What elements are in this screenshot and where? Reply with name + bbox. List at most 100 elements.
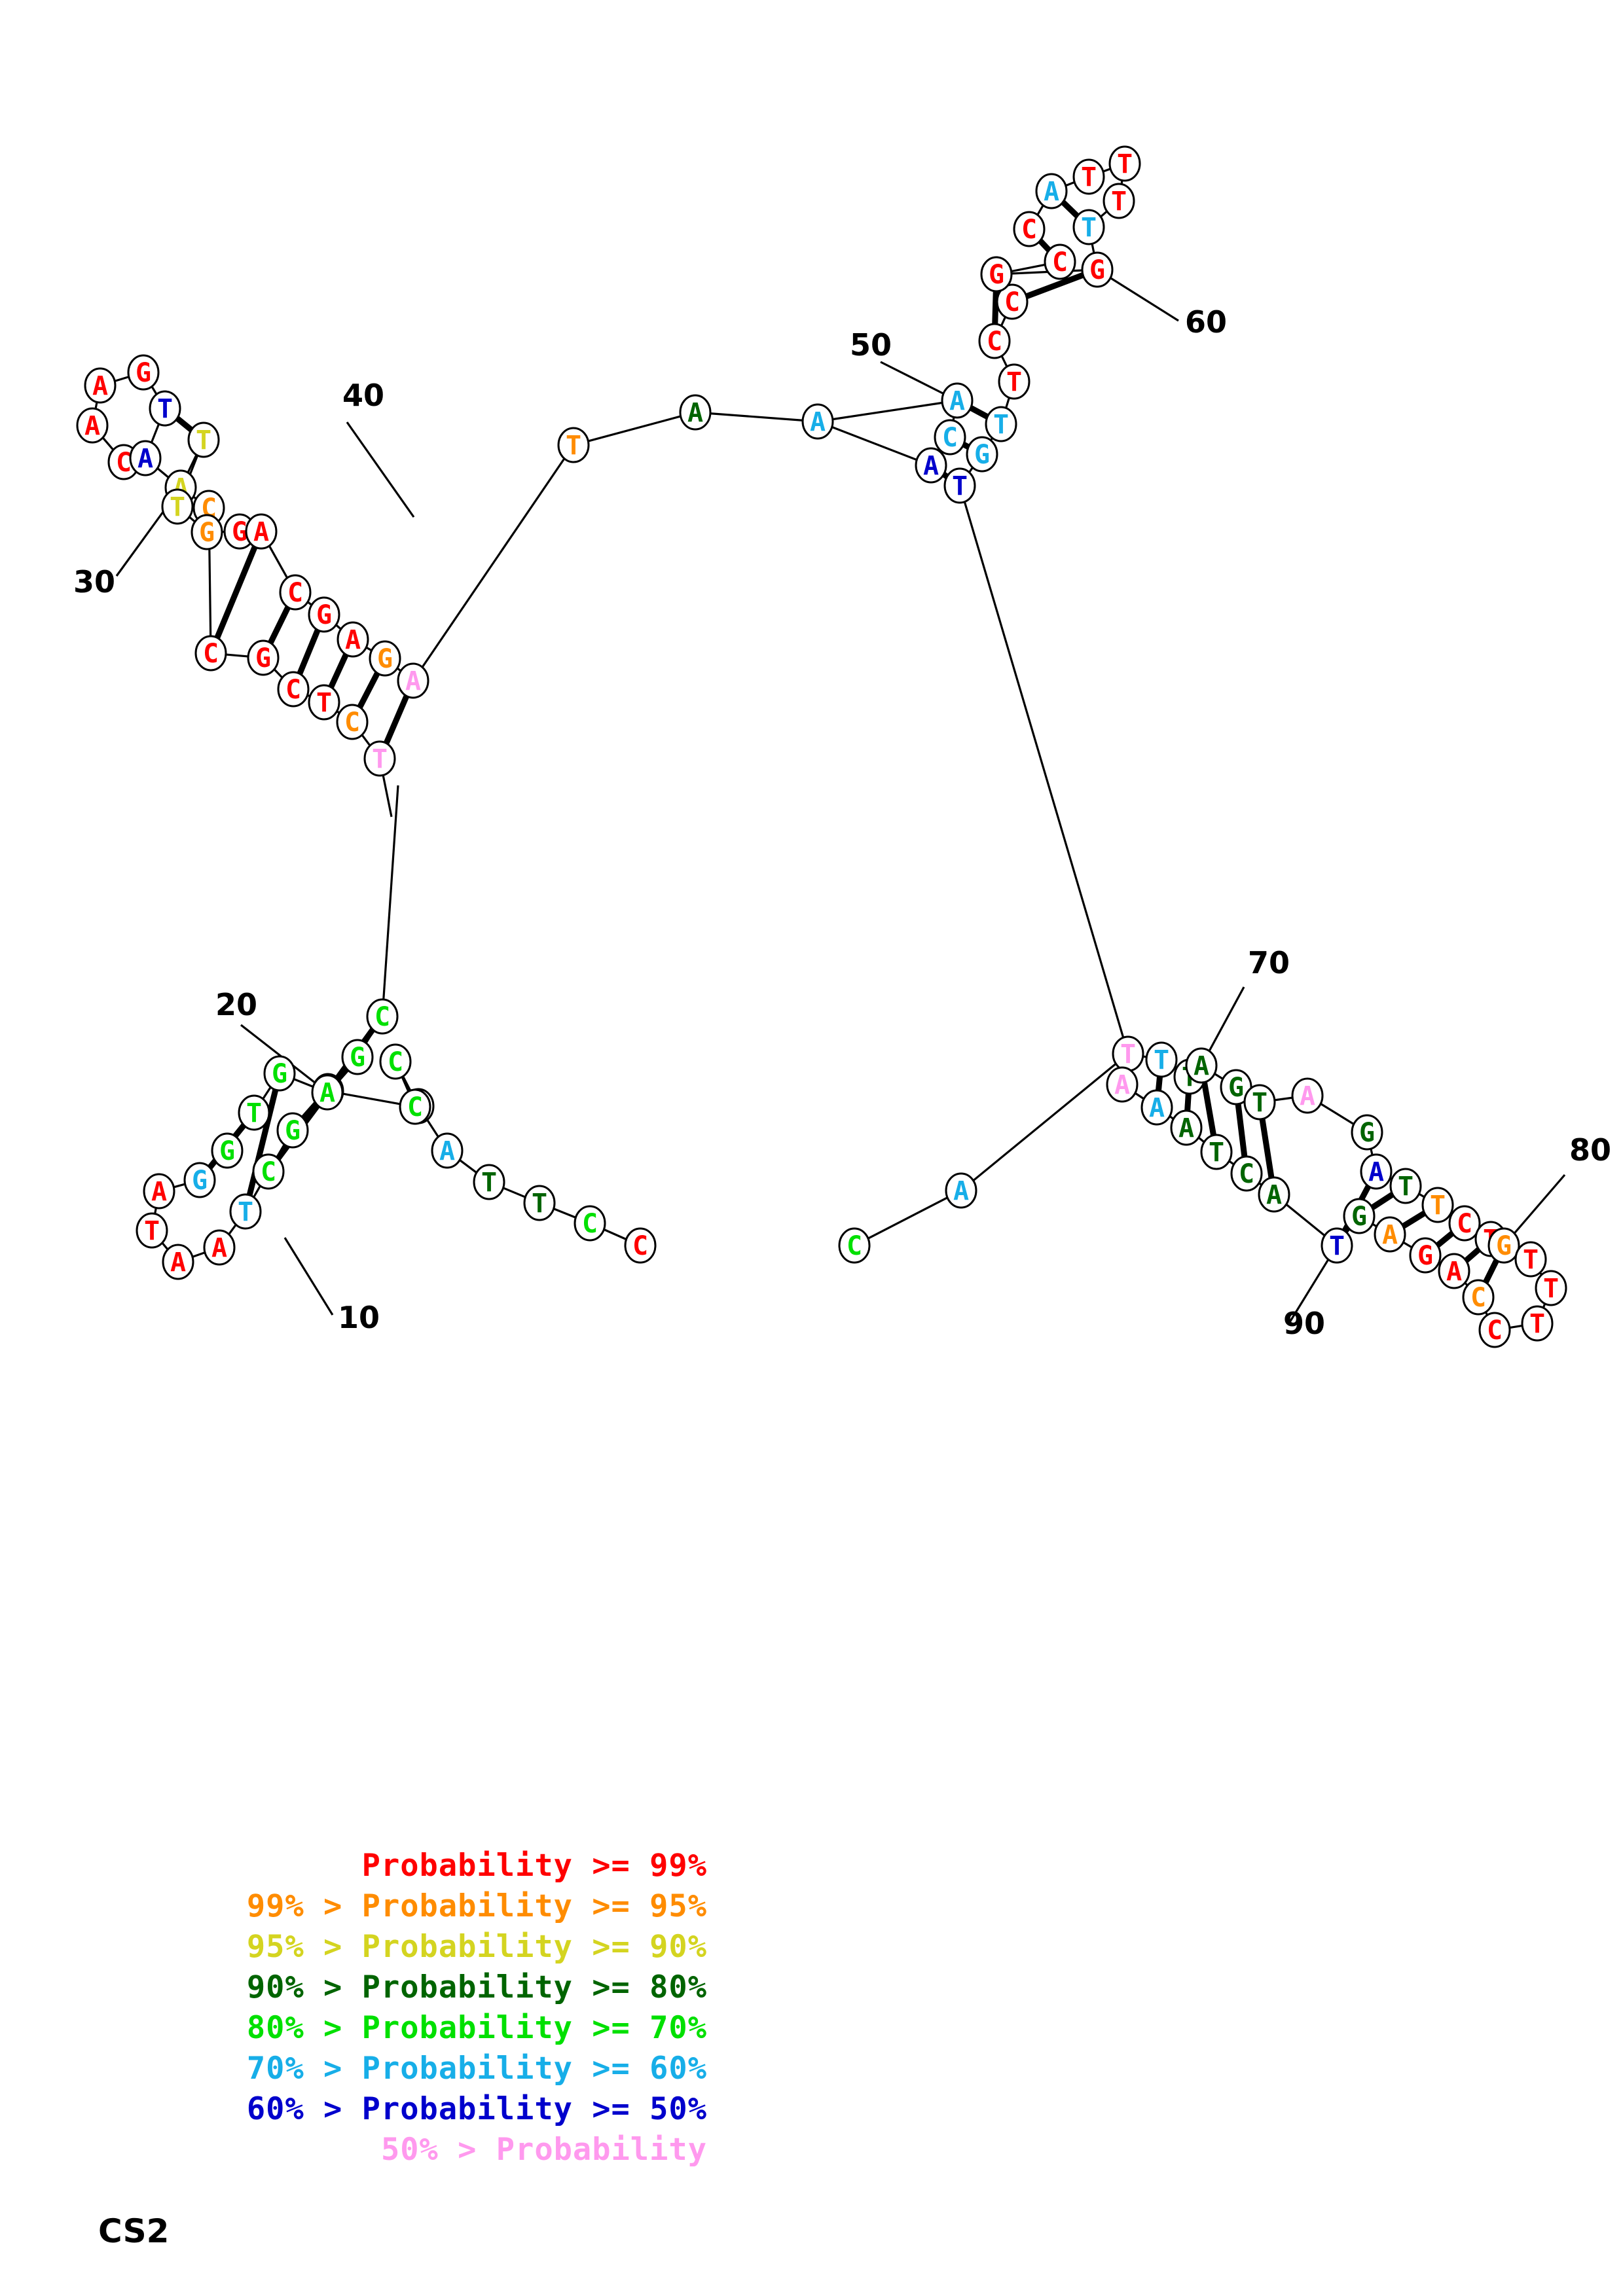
nucleotide-57[interactable]: T xyxy=(998,363,1030,400)
nucleotide-28[interactable]: T xyxy=(149,390,181,427)
nucleotide-45[interactable]: A xyxy=(245,513,278,550)
nucleotide-93[interactable]: A xyxy=(1258,1176,1290,1213)
nucleotide-31[interactable]: T xyxy=(187,422,220,458)
nucleotide-circle xyxy=(1360,1153,1393,1190)
nucleotide-60[interactable]: G xyxy=(1081,251,1114,288)
nucleotide-55[interactable]: G xyxy=(966,436,998,473)
nucleotide-53[interactable]: A xyxy=(915,447,947,484)
nucleotide-13[interactable]: A xyxy=(162,1244,194,1280)
nucleotide-1[interactable]: C xyxy=(624,1227,657,1264)
nucleotide-11[interactable]: T xyxy=(229,1193,262,1230)
nucleotide-96[interactable]: A xyxy=(1170,1109,1203,1146)
nucleotide-85[interactable]: T xyxy=(1521,1305,1554,1342)
nucleotide-50[interactable]: A xyxy=(801,403,834,440)
nucleotide-97[interactable]: A xyxy=(1140,1089,1173,1126)
nucleotide-10[interactable]: C xyxy=(252,1153,285,1190)
nucleotide-56[interactable]: T xyxy=(985,406,1017,442)
nucleotide-72[interactable]: A xyxy=(1185,1047,1218,1084)
nucleotide-61[interactable]: C xyxy=(1044,243,1076,280)
nucleotide-22[interactable]: C xyxy=(366,998,399,1035)
legend-row-p99: Probability >= 99% xyxy=(361,1848,707,1884)
nucleotide-letter: T xyxy=(1006,367,1022,397)
nucleotide-12[interactable]: A xyxy=(203,1229,236,1266)
nucleotide-70[interactable]: T xyxy=(1145,1041,1178,1078)
nucleotide-49[interactable]: A xyxy=(679,394,712,431)
nucleotide-59[interactable]: C xyxy=(996,283,1029,320)
nucleotide-3[interactable]: T xyxy=(523,1185,556,1221)
nucleotide-69[interactable]: T xyxy=(1112,1035,1144,1072)
nucleotide-4[interactable]: T xyxy=(473,1164,505,1200)
nucleotide-100[interactable]: C xyxy=(838,1227,871,1264)
nucleotide-51[interactable]: A xyxy=(941,382,974,419)
nucleotide-66[interactable]: T xyxy=(1103,183,1135,219)
nucleotide-88[interactable]: A xyxy=(1438,1253,1470,1289)
nucleotide-64[interactable]: T xyxy=(1072,158,1105,195)
nucleotide-98[interactable]: A xyxy=(1106,1066,1139,1103)
nucleotide-99[interactable]: A xyxy=(945,1172,977,1209)
nucleotide-63[interactable]: A xyxy=(1035,173,1068,209)
nucleotide-58[interactable]: C xyxy=(978,323,1011,359)
nucleotide-16[interactable]: G xyxy=(183,1162,216,1198)
nucleotide-38[interactable]: C xyxy=(336,704,369,740)
nucleotide-54[interactable]: T xyxy=(943,467,976,504)
nucleotide-41[interactable]: G xyxy=(369,640,401,677)
nucleotide-circle xyxy=(129,440,162,476)
nucleotide-21[interactable]: G xyxy=(341,1039,374,1075)
nucleotide-89[interactable]: G xyxy=(1409,1237,1442,1274)
nucleotide-35[interactable]: G xyxy=(247,639,280,676)
nucleotide-67[interactable]: T xyxy=(1072,209,1105,245)
nucleotide-5[interactable]: A xyxy=(431,1132,464,1169)
nucleotide-19[interactable]: G xyxy=(263,1055,296,1092)
nucleotide-44[interactable]: C xyxy=(279,574,312,611)
nucleotide-90[interactable]: A xyxy=(1374,1216,1406,1253)
nucleotide-92[interactable]: T xyxy=(1321,1227,1353,1264)
nucleotide-39[interactable]: T xyxy=(363,740,396,777)
nucleotide-86[interactable]: C xyxy=(1478,1312,1511,1348)
backbone-bond xyxy=(866,1196,949,1240)
nucleotide-80[interactable]: C xyxy=(1448,1205,1481,1242)
nucleotide-23[interactable]: C xyxy=(399,1088,431,1125)
nucleotide-65[interactable]: T xyxy=(1108,145,1141,182)
nucleotide-47[interactable]: T xyxy=(161,488,194,525)
nucleotide-83[interactable]: T xyxy=(1514,1241,1547,1278)
nucleotide-7[interactable]: C xyxy=(379,1043,412,1080)
nucleotide-82[interactable]: G xyxy=(1487,1227,1520,1264)
nucleotide-27[interactable]: G xyxy=(127,354,160,391)
nucleotide-73[interactable]: G xyxy=(1220,1069,1252,1105)
nucleotide-42[interactable]: A xyxy=(337,621,369,658)
nucleotide-18[interactable]: T xyxy=(238,1094,270,1131)
nucleotide-34[interactable]: C xyxy=(194,635,227,672)
nucleotide-29[interactable]: A xyxy=(129,440,162,476)
nucleotide-77[interactable]: A xyxy=(1360,1153,1393,1190)
nucleotide-9[interactable]: G xyxy=(276,1112,309,1149)
nucleotide-95[interactable]: T xyxy=(1200,1134,1233,1170)
nucleotide-37[interactable]: T xyxy=(308,684,340,721)
nucleotide-40[interactable]: A xyxy=(397,662,429,699)
nucleotide-79[interactable]: T xyxy=(1421,1187,1454,1223)
nucleotide-94[interactable]: C xyxy=(1230,1155,1263,1192)
nucleotide-91[interactable]: G xyxy=(1343,1198,1376,1234)
nucleotide-26[interactable]: A xyxy=(84,367,117,404)
nucleotide-20[interactable]: A xyxy=(311,1074,344,1111)
nucleotide-15[interactable]: A xyxy=(143,1173,175,1210)
nucleotide-14[interactable]: T xyxy=(136,1212,168,1249)
nucleotide-17[interactable]: G xyxy=(211,1132,244,1169)
nucleotide-36[interactable]: C xyxy=(277,671,310,708)
nucleotide-48[interactable]: T xyxy=(557,427,590,463)
nucleotide-74[interactable]: T xyxy=(1243,1084,1276,1121)
nucleotide-87[interactable]: C xyxy=(1462,1279,1495,1316)
nucleotide-letter: G xyxy=(350,1043,365,1073)
nucleotide-25[interactable]: A xyxy=(76,407,109,444)
nucleotide-circle xyxy=(308,596,340,633)
nucleotide-76[interactable]: G xyxy=(1351,1114,1383,1151)
nucleotide-78[interactable]: T xyxy=(1389,1168,1422,1204)
nucleotide-52[interactable]: C xyxy=(934,419,966,456)
nucleotide-84[interactable]: T xyxy=(1535,1270,1567,1306)
nucleotide-2[interactable]: C xyxy=(574,1205,606,1242)
nucleotide-46[interactable]: G xyxy=(191,514,223,550)
nucleotide-43[interactable]: G xyxy=(308,596,340,633)
nucleotide-62[interactable]: C xyxy=(1013,211,1046,247)
nucleotide-68[interactable]: G xyxy=(980,256,1013,293)
nucleotide-75[interactable]: A xyxy=(1291,1077,1324,1114)
nucleotide-circle xyxy=(1462,1279,1495,1316)
